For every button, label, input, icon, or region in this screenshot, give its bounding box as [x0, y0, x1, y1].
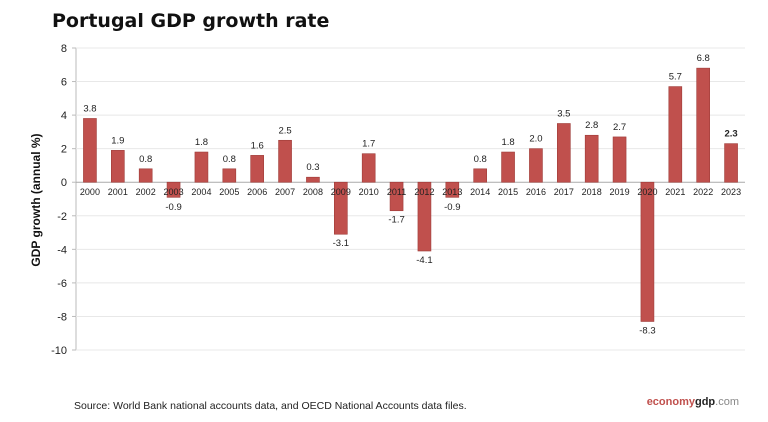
data-label: -4.1	[416, 255, 432, 266]
y-tick-label: 6	[61, 77, 67, 89]
data-label: -3.1	[333, 238, 349, 249]
data-label: 0.8	[223, 154, 236, 165]
data-label: 3.5	[557, 109, 570, 120]
x-tick-label: 2006	[247, 187, 267, 197]
bar-2000	[83, 118, 97, 183]
x-tick-label: 2016	[526, 187, 546, 197]
x-tick-label: 2002	[136, 187, 156, 197]
bar-2018	[584, 134, 599, 183]
bar-2022	[696, 67, 710, 183]
x-tick-label: 2018	[582, 187, 602, 197]
chart-title: Portugal GDP growth rate	[52, 10, 329, 32]
x-tick-label: 2023	[721, 187, 741, 197]
svg-text:economygdp.com: economygdp.com	[647, 396, 739, 408]
data-label: 1.8	[501, 137, 514, 148]
x-tick-label: 2001	[108, 187, 128, 197]
y-axis-label: GDP growth (annual %)	[29, 133, 43, 266]
data-label: 1.7	[362, 139, 375, 150]
bar-2012	[417, 181, 432, 252]
bar-2015	[501, 151, 515, 183]
x-tick-label: 2005	[219, 187, 239, 197]
x-tick-label: 2015	[498, 187, 518, 197]
x-tick-label: 2012	[414, 187, 434, 197]
y-tick-label: 2	[61, 144, 67, 156]
x-tick-label: 2010	[359, 187, 379, 197]
x-tick-label: 2020	[637, 187, 657, 197]
bar-2019	[612, 136, 627, 183]
y-tick-label: 4	[61, 110, 67, 122]
y-tick-label: -4	[57, 244, 67, 256]
bar-2009	[334, 181, 348, 235]
data-label: 1.9	[111, 135, 124, 146]
bar-2002	[138, 168, 153, 183]
y-tick-label: -6	[57, 278, 67, 290]
data-label: 1.8	[195, 137, 208, 148]
x-tick-label: 2021	[665, 187, 685, 197]
data-label: 2.8	[585, 120, 598, 131]
data-label: -0.9	[444, 202, 460, 213]
data-label: 3.8	[83, 103, 96, 114]
bar-2021	[668, 86, 683, 183]
y-tick-label: 8	[61, 43, 67, 55]
x-tick-label: 2014	[470, 187, 490, 197]
y-tick-label: 0	[61, 177, 67, 189]
data-label: 2.5	[278, 125, 291, 136]
bar-2016	[529, 148, 543, 183]
x-tick-label: 2003	[164, 187, 184, 197]
data-label: 2.7	[613, 122, 626, 133]
source-note: Source: World Bank national accounts dat…	[74, 400, 467, 412]
x-tick-label: 2007	[275, 187, 295, 197]
data-label: -0.9	[165, 202, 181, 213]
bar-2004	[194, 151, 209, 183]
data-label: -1.7	[388, 215, 404, 226]
bar-2003	[166, 181, 181, 198]
data-label: 6.8	[697, 53, 710, 64]
data-label: 0.3	[306, 162, 319, 173]
bar-2010	[361, 153, 376, 183]
x-tick-label: 2011	[387, 187, 406, 197]
x-tick-label: 2004	[191, 187, 211, 197]
x-tick-label: 2022	[693, 187, 713, 197]
bar-2008	[306, 176, 320, 183]
data-label: 0.8	[139, 154, 152, 165]
bar-2006	[250, 155, 264, 183]
bar-2017	[557, 123, 571, 183]
y-tick-label: -10	[51, 345, 67, 357]
x-tick-label: 2017	[554, 187, 574, 197]
x-tick-label: 2009	[331, 187, 351, 197]
x-tick-label: 2019	[610, 187, 630, 197]
bar-2007	[278, 139, 292, 183]
x-tick-label: 2013	[442, 187, 462, 197]
bar-2013	[445, 181, 460, 198]
data-label: 0.8	[474, 154, 487, 165]
y-tick-label: -2	[57, 211, 67, 223]
data-label: -8.3	[639, 325, 655, 336]
y-tick-label: -8	[57, 311, 67, 323]
data-label: 2.3	[724, 129, 737, 140]
x-tick-label: 2008	[303, 187, 323, 197]
bar-2011	[389, 181, 404, 212]
bar-2020	[640, 181, 655, 322]
economygdp-logo: economygdp.com	[647, 396, 739, 408]
data-label: 5.7	[669, 72, 682, 83]
bar-2001	[111, 150, 125, 183]
data-label: 1.6	[251, 140, 264, 151]
bar-2023	[724, 143, 738, 183]
x-tick-label: 2000	[80, 187, 100, 197]
bar-2005	[222, 168, 237, 183]
bar-2014	[473, 168, 487, 183]
data-label: 2.0	[529, 134, 542, 145]
